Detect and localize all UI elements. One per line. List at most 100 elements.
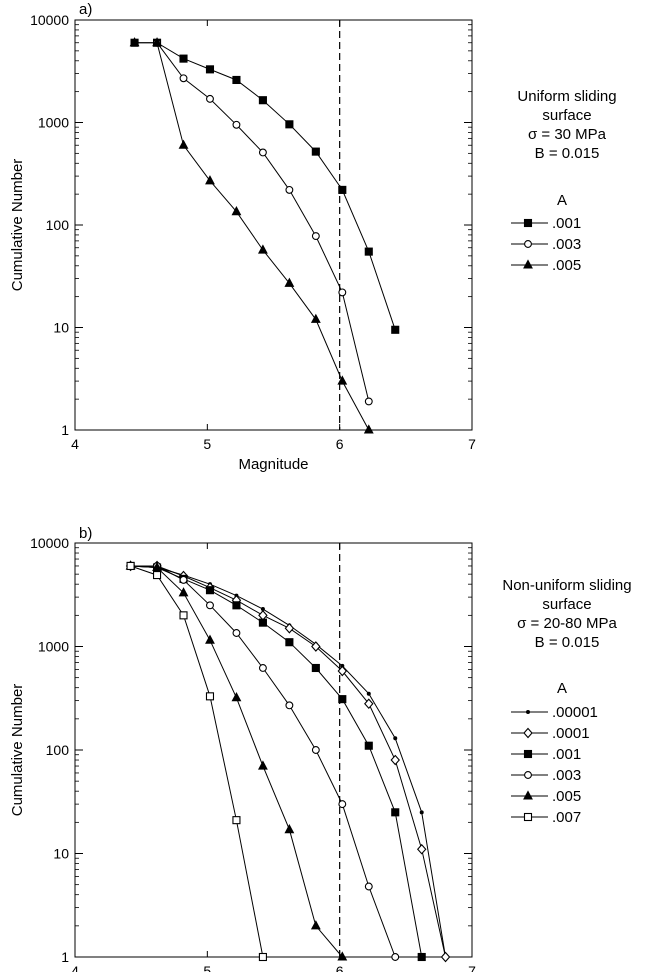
panel-a: a) 4 5 6 7 1 10 100 1000 10000 Magnitude Cumulative… (9, 1, 617, 473)
legend-marker (523, 790, 533, 800)
data-point (258, 664, 267, 672)
panel-label: a) (79, 1, 92, 18)
data-point (152, 561, 162, 572)
legend-label: .007 (552, 809, 581, 826)
legend-label: .001 (552, 215, 581, 232)
data-point (337, 665, 348, 677)
data-point (206, 94, 214, 103)
data-point (337, 951, 348, 961)
legend-marker (526, 710, 530, 714)
data-point (179, 54, 188, 63)
data-point (366, 691, 371, 696)
series-line (134, 42, 396, 330)
data-point (257, 760, 268, 770)
y-tick-label: 10000 (30, 12, 69, 28)
data-point (257, 244, 268, 254)
annotation-line: surface (542, 596, 591, 613)
data-point (231, 205, 242, 216)
legend-marker (523, 259, 533, 269)
x-tick-label: 4 (71, 963, 79, 972)
annotation-line: Non-uniform sliding (502, 577, 631, 594)
data-point (179, 611, 188, 620)
data-point (178, 139, 189, 149)
y-tick-label: 10000 (30, 535, 69, 551)
legend-label: .003 (552, 767, 581, 784)
panel-label: b) (79, 525, 92, 542)
data-point (232, 120, 241, 129)
data-point (258, 952, 267, 962)
data-point (152, 37, 162, 47)
panel-b: b)4567110100100010000MagnitudeCumulative… (9, 525, 632, 972)
data-point (232, 629, 241, 637)
series-line (134, 42, 370, 431)
data-point (364, 741, 373, 750)
data-point (205, 175, 215, 185)
y-tick-label: 1000 (38, 115, 69, 131)
data-point (205, 65, 215, 74)
data-point (285, 638, 294, 647)
x-tick-label: 5 (203, 436, 211, 452)
legend-title: A (557, 680, 567, 697)
data-point (231, 692, 242, 702)
data-point (232, 601, 241, 610)
x-tick-label: 6 (336, 963, 344, 972)
data-point (285, 120, 294, 129)
data-point (416, 843, 427, 855)
data-point (417, 952, 426, 962)
data-point (310, 920, 321, 930)
data-point (205, 586, 215, 595)
data-point (206, 601, 214, 610)
data-point (390, 754, 400, 766)
annotation-line: surface (542, 107, 591, 124)
legend-marker (524, 240, 532, 248)
data-point (338, 800, 347, 809)
data-point (364, 698, 374, 710)
data-point (179, 74, 188, 83)
data-point (338, 695, 347, 704)
data-point (311, 232, 320, 241)
legend-label: .003 (552, 236, 581, 253)
data-point (129, 37, 140, 47)
data-point (205, 634, 215, 644)
data-point (232, 816, 241, 825)
plot-frame (74, 542, 473, 958)
legend-label: .0001 (552, 725, 590, 742)
annotation-line: B = 0.015 (535, 634, 600, 651)
legend-marker (523, 727, 533, 739)
data-point (364, 882, 373, 891)
y-tick-label: 1 (61, 422, 69, 438)
annotation-line: Uniform sliding (517, 88, 616, 105)
y-tick-label: 100 (46, 742, 70, 758)
data-point (284, 823, 295, 834)
data-point (440, 951, 451, 963)
legend-marker (523, 749, 533, 759)
data-point (391, 325, 400, 334)
legend-label: .005 (552, 257, 581, 274)
data-point (393, 736, 398, 741)
data-point (126, 561, 135, 571)
y-tick-label: 10 (53, 846, 69, 862)
annotation-line: σ = 30 MPa (528, 126, 607, 143)
legend-marker (524, 771, 532, 779)
legend-marker (523, 812, 533, 822)
legend-title: A (557, 192, 567, 209)
x-tick-label: 7 (468, 436, 476, 452)
data-point (284, 622, 295, 634)
x-tick-label: 6 (336, 436, 344, 452)
data-point (391, 953, 400, 961)
data-point (285, 701, 294, 710)
data-point (258, 618, 267, 627)
y-tick-label: 1000 (38, 639, 69, 655)
data-point (232, 75, 241, 85)
data-point (258, 96, 267, 105)
series-line (130, 565, 343, 958)
data-point (178, 587, 189, 597)
data-point (260, 607, 265, 612)
annotation-line: B = 0.015 (535, 145, 600, 162)
data-point (364, 397, 373, 406)
series-line (130, 565, 423, 958)
annotation-line: σ = 20-80 MPa (517, 615, 617, 632)
data-point (338, 288, 347, 297)
data-point (285, 185, 294, 194)
